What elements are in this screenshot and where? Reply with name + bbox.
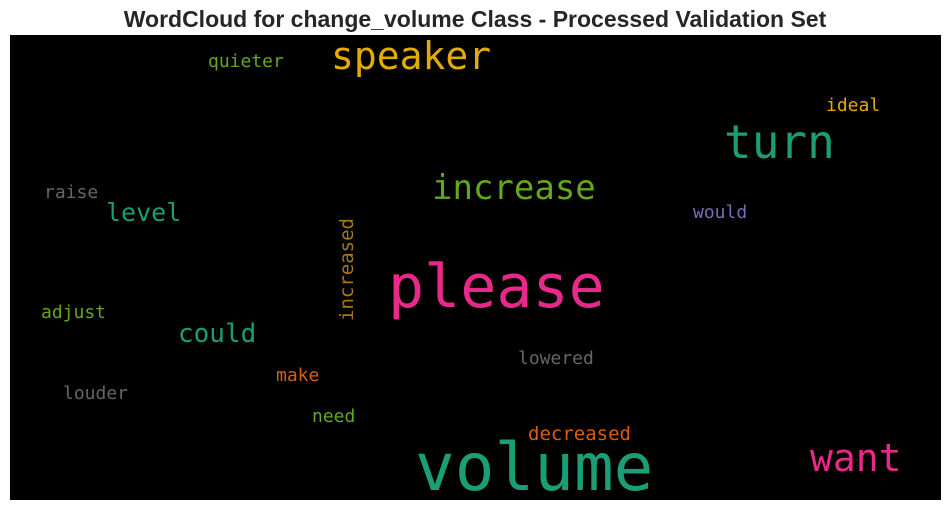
word-could: could xyxy=(178,319,257,349)
word-increase: increase xyxy=(432,168,596,208)
word-make: make xyxy=(276,365,320,386)
word-increased: increased xyxy=(336,218,358,321)
word-decreased: decreased xyxy=(528,423,631,445)
word-want: want xyxy=(810,436,902,480)
word-speaker: speaker xyxy=(331,34,492,78)
word-turn: turn xyxy=(724,115,835,169)
word-need: need xyxy=(312,406,356,427)
word-would: would xyxy=(693,202,748,223)
word-raise: raise xyxy=(44,182,99,203)
word-quieter: quieter xyxy=(208,51,284,72)
word-lowered: lowered xyxy=(518,348,594,369)
word-louder: louder xyxy=(63,383,129,404)
wordcloud-canvas: volume please turn speaker increase want… xyxy=(10,34,941,506)
word-adjust: adjust xyxy=(41,302,107,323)
word-volume: volume xyxy=(415,429,654,506)
chart-title: WordCloud for change_volume Class - Proc… xyxy=(123,6,827,32)
word-ideal: ideal xyxy=(826,95,881,116)
word-level: level xyxy=(106,198,182,227)
word-please: please xyxy=(388,252,605,322)
